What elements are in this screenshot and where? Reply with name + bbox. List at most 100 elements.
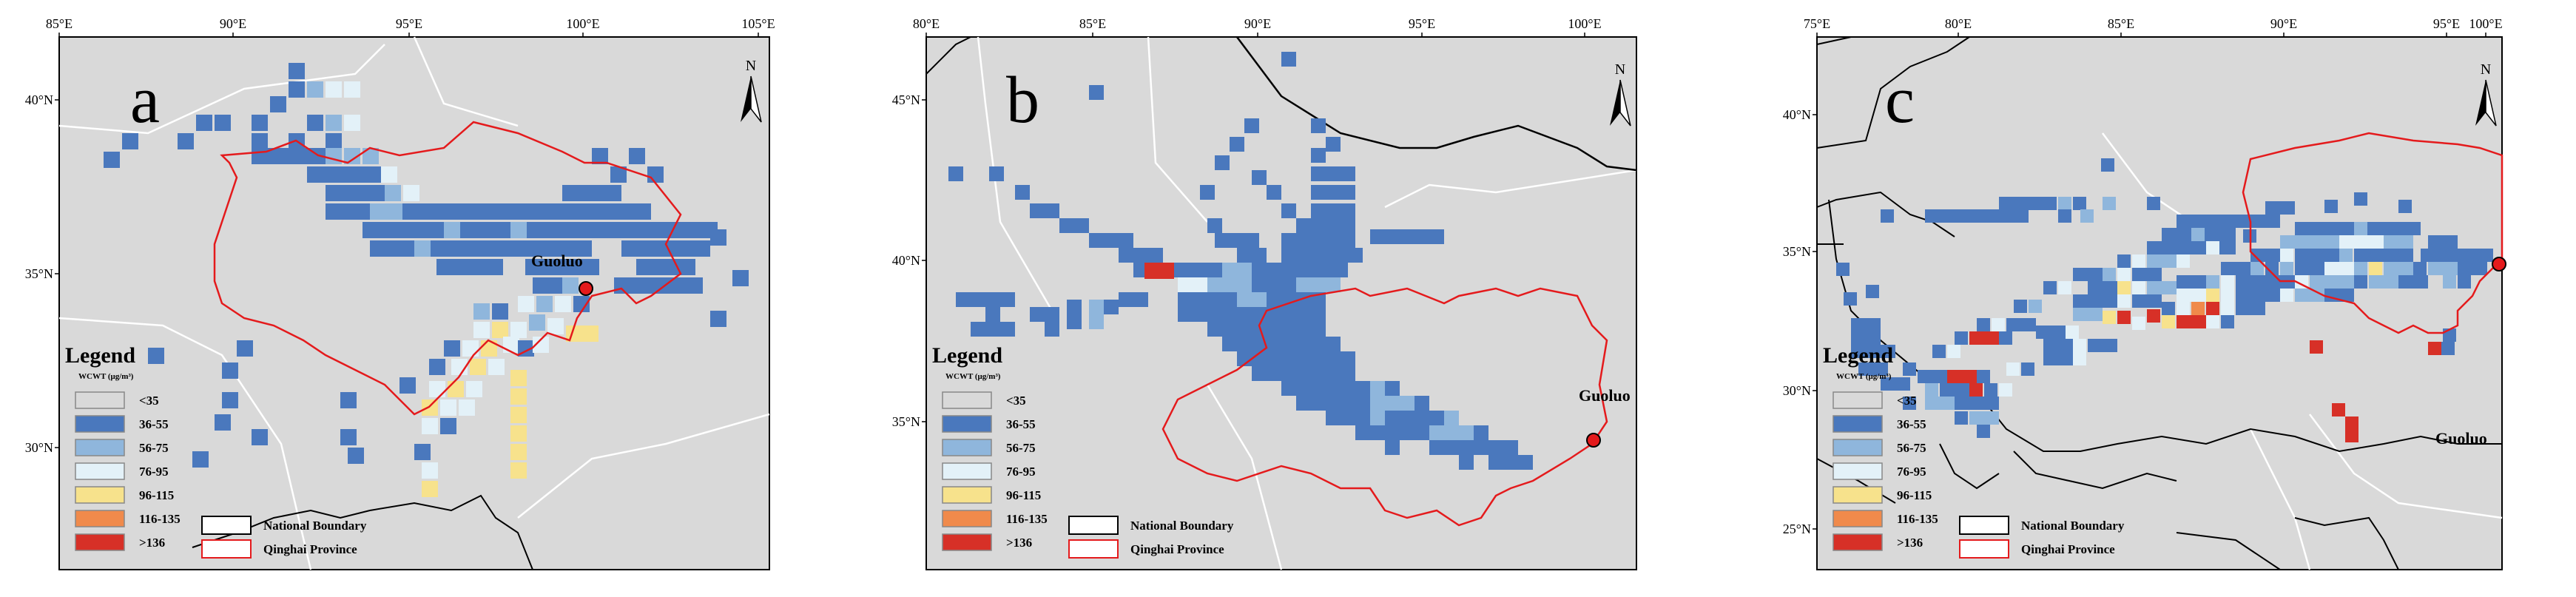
legend-line-swatch xyxy=(1068,539,1119,559)
province-lines xyxy=(58,36,770,570)
legend-class-label: 116-135 xyxy=(1897,512,1938,526)
national-boundary-line xyxy=(1236,36,1637,172)
lat-tick-label: 35°N xyxy=(892,414,920,429)
legend-swatch xyxy=(942,462,992,480)
legend-swatch xyxy=(1832,415,1883,433)
lon-tick-label: 90°E xyxy=(220,16,246,31)
legend-swatch xyxy=(75,510,125,527)
lon-tick-label: 85°E xyxy=(46,16,73,31)
legend-line-label: Qinghai Province xyxy=(263,542,357,556)
lat-tick-label: 35°N xyxy=(1783,244,1811,259)
legend-class-label: <35 xyxy=(1897,394,1917,408)
legend-swatch xyxy=(75,486,125,504)
legend-swatch xyxy=(75,462,125,480)
legend-swatch xyxy=(942,439,992,456)
national-boundary-line xyxy=(192,494,533,570)
legend-line-label: Qinghai Province xyxy=(1130,542,1224,556)
legend-class-label: 116-135 xyxy=(139,512,181,526)
map-panel-c: 75°E 80°E 85°E 90°E 95°E 100°E 40°N 35°N 30°N 25°… xyxy=(1733,0,2576,593)
lon-tick-label: 90°E xyxy=(1244,16,1271,31)
legend-line-label: Qinghai Province xyxy=(2021,542,2115,556)
province-lines xyxy=(977,36,1637,570)
lon-tick-label: 100°E xyxy=(1568,16,1601,31)
lat-tick-label: 30°N xyxy=(25,440,53,455)
legend-title: Legend xyxy=(65,343,135,368)
legend-class-label: <35 xyxy=(139,394,159,408)
lat-tick-label: 35°N xyxy=(25,266,53,281)
svg-text:N: N xyxy=(1615,61,1625,78)
lon-tick-label: 100°E xyxy=(2469,16,2502,31)
legend-swatch xyxy=(75,533,125,551)
qinghai-province-boundary xyxy=(2242,132,2503,334)
lon-tick-label: 100°E xyxy=(566,16,599,31)
legend: Legend WCWT (μg/m³) <35 36-55 56-75 76-95 96-1… xyxy=(65,343,367,559)
legend-swatch xyxy=(942,510,992,527)
national-boundary-line xyxy=(925,36,971,75)
legend-swatch xyxy=(942,533,992,551)
legend-class-label: 36-55 xyxy=(1897,417,1926,431)
legend-swatch xyxy=(1832,439,1883,456)
panel-letter: b xyxy=(1006,64,1039,137)
grid-cells xyxy=(948,52,1533,470)
legend-class-label: 96-115 xyxy=(139,488,174,502)
legend-swatch xyxy=(942,391,992,409)
legend-swatch xyxy=(942,415,992,433)
lat-tick-label: 25°N xyxy=(1783,522,1811,536)
lat-tick-label: 40°N xyxy=(25,92,53,107)
lon-tick-label: 85°E xyxy=(1079,16,1106,31)
legend-line-swatch xyxy=(201,539,252,559)
legend-line-label: National Boundary xyxy=(2021,519,2125,533)
legend-class-label: >136 xyxy=(1897,536,1923,550)
north-arrow-icon: N xyxy=(2475,61,2497,127)
legend-swatch xyxy=(75,439,125,456)
legend-class-label: 96-115 xyxy=(1006,488,1041,502)
legend-class-label: 36-55 xyxy=(1006,417,1036,431)
lat-tick-label: 45°N xyxy=(892,92,920,107)
legend-title: Legend xyxy=(932,343,1002,368)
legend-class-label: >136 xyxy=(1006,536,1032,550)
lat-tick-label: 40°N xyxy=(892,253,920,268)
legend-line-label: National Boundary xyxy=(263,519,367,533)
legend-swatch xyxy=(75,391,125,409)
legend-subtitle: WCWT (μg/m³) xyxy=(78,372,134,381)
legend-subtitle: WCWT (μg/m³) xyxy=(945,372,1001,381)
qinghai-province-boundary xyxy=(1161,287,1608,527)
grid-cells xyxy=(104,63,749,497)
legend-swatch xyxy=(1832,486,1883,504)
legend: Legend WCWT (μg/m³) <35 36-55 56-75 76-95 96-1… xyxy=(932,343,1234,559)
legend-title: Legend xyxy=(1823,343,1893,368)
grid-cells xyxy=(1836,158,2493,442)
panel-letter: a xyxy=(130,64,160,137)
legend-line-swatch xyxy=(1959,516,2009,535)
lon-tick-label: 95°E xyxy=(396,16,422,31)
legend-class-label: 116-135 xyxy=(1006,512,1048,526)
legend-line-swatch xyxy=(201,516,252,535)
legend-line-swatch xyxy=(1959,539,2009,559)
legend-class-label: 36-55 xyxy=(139,417,169,431)
legend-subtitle: WCWT (μg/m³) xyxy=(1836,372,1892,381)
legend-swatch xyxy=(1832,391,1883,409)
legend-class-label: 56-75 xyxy=(139,441,169,455)
legend-line-label: National Boundary xyxy=(1130,519,1234,533)
legend-class-label: 56-75 xyxy=(1006,441,1036,455)
map-frame xyxy=(58,36,770,570)
lon-tick-label: 75°E xyxy=(1804,16,1830,31)
lon-tick-label: 105°E xyxy=(741,16,775,31)
legend-class-label: >136 xyxy=(139,536,165,550)
lat-tick-label: 30°N xyxy=(1783,383,1811,398)
svg-text:N: N xyxy=(2481,61,2491,78)
legend-swatch xyxy=(1832,462,1883,480)
north-arrow-icon: N xyxy=(1610,61,1631,127)
legend: Legend WCWT (μg/m³) <35 36-55 56-75 76-95 96-1… xyxy=(1823,343,2125,559)
lon-tick-label: 90°E xyxy=(2270,16,2297,31)
legend-class-label: 56-75 xyxy=(1897,441,1926,455)
north-arrow-icon: N xyxy=(741,58,762,123)
lon-tick-label: 95°E xyxy=(2433,16,2460,31)
legend-class-label: 76-95 xyxy=(139,465,169,479)
lat-tick-label: 40°N xyxy=(1783,107,1811,122)
guoluo-marker xyxy=(1586,433,1601,448)
lon-tick-label: 80°E xyxy=(913,16,940,31)
guoluo-marker xyxy=(579,281,593,296)
panel-letter: c xyxy=(1885,64,1915,137)
lon-tick-label: 80°E xyxy=(1945,16,1972,31)
